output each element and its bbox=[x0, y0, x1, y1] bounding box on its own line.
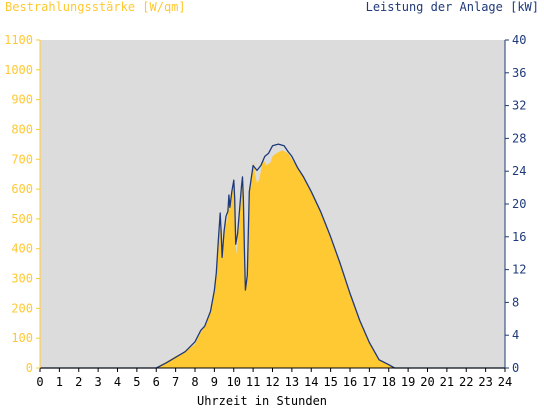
x-tick-label: 0 bbox=[36, 375, 43, 389]
left-tick-label: 100 bbox=[11, 331, 33, 345]
x-tick-label: 1 bbox=[56, 375, 63, 389]
x-tick-label: 19 bbox=[401, 375, 415, 389]
x-tick-label: 10 bbox=[227, 375, 241, 389]
x-tick-group: 0 1 2 3 4 5 6 7 8 9 10 11 12 13 14 15 16 17 18 19 20 21 22 23 24 bbox=[36, 368, 512, 389]
right-tick-label: 0 bbox=[512, 361, 519, 375]
x-tick-label: 21 bbox=[440, 375, 454, 389]
x-tick-label: 11 bbox=[246, 375, 260, 389]
right-tick-label: 16 bbox=[512, 230, 526, 244]
left-tick-label: 400 bbox=[11, 242, 33, 256]
x-tick-label: 20 bbox=[420, 375, 434, 389]
left-tick-group: 0 100 200 300 400 500 600 700 800 900 1000 1100 bbox=[4, 33, 40, 375]
left-tick-label: 800 bbox=[11, 122, 33, 136]
left-tick-label: 1000 bbox=[4, 63, 33, 77]
right-tick-label: 32 bbox=[512, 99, 526, 113]
right-tick-label: 8 bbox=[512, 295, 519, 309]
x-tick-label: 3 bbox=[95, 375, 102, 389]
x-tick-label: 2 bbox=[75, 375, 82, 389]
right-tick-label: 36 bbox=[512, 66, 526, 80]
x-tick-label: 6 bbox=[153, 375, 160, 389]
right-tick-label: 40 bbox=[512, 33, 526, 47]
x-tick-label: 9 bbox=[211, 375, 218, 389]
x-tick-label: 5 bbox=[133, 375, 140, 389]
left-axis-title: Bestrahlungsstärke [W/qm] bbox=[5, 0, 186, 14]
left-tick-label: 1100 bbox=[4, 33, 33, 47]
series-layer bbox=[40, 143, 505, 369]
power-line bbox=[40, 143, 505, 369]
left-tick-label: 600 bbox=[11, 182, 33, 196]
right-tick-label: 4 bbox=[512, 328, 519, 342]
right-axis-title: Leistung der Anlage [kW] bbox=[366, 0, 539, 14]
x-tick-label: 4 bbox=[114, 375, 121, 389]
x-tick-label: 16 bbox=[343, 375, 357, 389]
left-tick-label: 500 bbox=[11, 212, 33, 226]
x-tick-label: 15 bbox=[323, 375, 337, 389]
left-tick-label: 900 bbox=[11, 93, 33, 107]
x-tick-label: 14 bbox=[304, 375, 318, 389]
x-tick-label: 24 bbox=[498, 375, 512, 389]
right-tick-label: 28 bbox=[512, 131, 526, 145]
x-tick-label: 22 bbox=[459, 375, 473, 389]
x-tick-label: 12 bbox=[265, 375, 279, 389]
left-tick-label: 200 bbox=[11, 301, 33, 315]
irradiance-area bbox=[40, 150, 505, 368]
x-tick-label: 13 bbox=[285, 375, 299, 389]
right-tick-group: 0 4 8 12 16 20 24 28 32 36 40 bbox=[505, 33, 526, 375]
right-tick-label: 20 bbox=[512, 197, 526, 211]
x-tick-label: 23 bbox=[478, 375, 492, 389]
x-tick-label: 18 bbox=[382, 375, 396, 389]
x-tick-label: 17 bbox=[362, 375, 376, 389]
x-axis-title: Uhrzeit in Stunden bbox=[197, 394, 327, 408]
left-tick-label: 300 bbox=[11, 272, 33, 286]
right-tick-label: 12 bbox=[512, 263, 526, 277]
left-tick-label: 0 bbox=[26, 361, 33, 375]
x-tick-label: 7 bbox=[172, 375, 179, 389]
left-tick-label: 700 bbox=[11, 152, 33, 166]
right-tick-label: 24 bbox=[512, 164, 526, 178]
x-tick-label: 8 bbox=[191, 375, 198, 389]
